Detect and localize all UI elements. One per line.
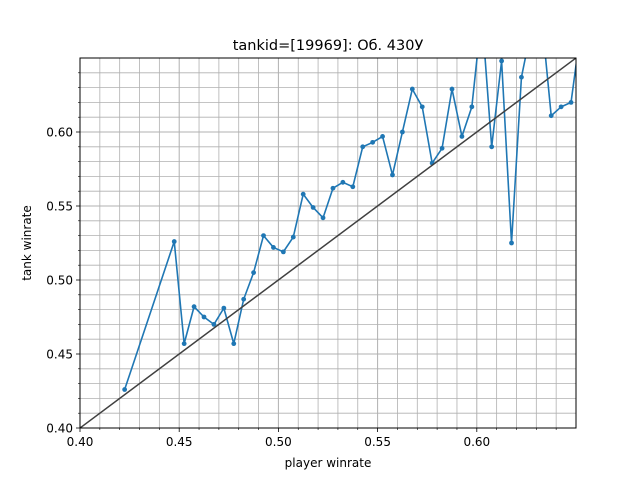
y-tick-label: 0.60: [46, 126, 73, 140]
ticks: 0.40 0.45 0.50 0.55 0.60 0.40 0.45 0.50 0.55 0.60: [46, 72, 557, 449]
data-point: [380, 134, 385, 139]
x-axis-label: player winrate: [285, 456, 372, 470]
reference-diagonal-line: [80, 58, 576, 428]
data-point: [568, 100, 574, 105]
grid: [80, 58, 576, 428]
series-layer: [80, 58, 576, 428]
y-tick-label: 0.45: [46, 348, 73, 362]
data-point: [181, 341, 187, 347]
data-point: [171, 239, 177, 244]
data-point: [221, 305, 227, 311]
data-point: [201, 314, 207, 320]
data-point: [271, 245, 276, 250]
chart-title: tankid=[19969]: Об. 430У: [233, 38, 424, 54]
data-point: [439, 145, 445, 151]
data-point: [300, 191, 306, 197]
y-tick-label: 0.55: [46, 200, 73, 214]
data-point: [400, 129, 405, 135]
data-point: [409, 86, 415, 92]
data-point: [231, 341, 237, 347]
data-point: [519, 74, 524, 80]
data-point: [499, 58, 504, 64]
data-point: [251, 270, 256, 275]
data-point: [261, 233, 266, 239]
x-tick-label: 0.55: [364, 435, 391, 449]
data-point: [469, 104, 475, 110]
data-point: [489, 144, 495, 150]
y-tick-label: 0.40: [46, 422, 73, 436]
data-point: [280, 249, 286, 255]
data-point: [360, 144, 366, 150]
data-point: [509, 240, 514, 246]
x-tick-label: 0.45: [166, 435, 193, 449]
data-point: [350, 184, 356, 190]
data-point: [449, 86, 455, 92]
data-point: [548, 113, 554, 119]
y-tick-label: 0.50: [46, 274, 73, 288]
plot-frame: [79, 57, 577, 429]
data-point: [330, 185, 336, 191]
data-point: [290, 234, 296, 240]
x-tick-label: 0.60: [463, 435, 490, 449]
data-point: [558, 104, 564, 110]
data-point: [191, 304, 197, 310]
x-tick-label: 0.40: [67, 435, 94, 449]
y-axis-label: tank winrate: [20, 205, 34, 281]
data-point: [459, 134, 465, 139]
x-tick-label: 0.50: [265, 435, 292, 449]
data-point: [310, 205, 316, 210]
data-point: [419, 104, 425, 110]
data-point: [320, 215, 326, 221]
data-point: [211, 322, 217, 327]
data-point: [390, 172, 395, 178]
data-point: [340, 179, 346, 185]
data-point: [241, 296, 247, 302]
data-point: [122, 387, 128, 392]
data-point: [370, 139, 376, 145]
